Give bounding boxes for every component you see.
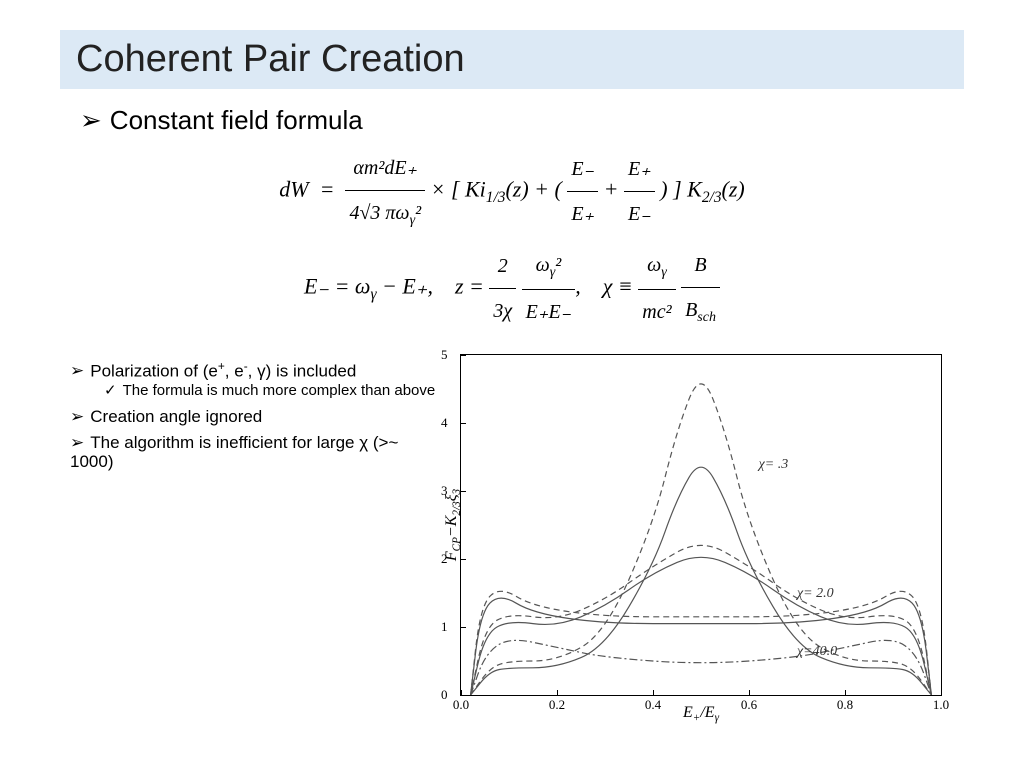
chart-area: FCP−K2/3ξ3 E+/Eγ 0.00.20.40.60.81.001234… (460, 354, 964, 696)
bullet-list: Polarization of (e+, e-, γ) is included … (60, 354, 440, 696)
formula-block: dW = αm²dE₊4√3 πωγ² × [ Ki1/3(z) + ( E₋E… (60, 146, 964, 334)
chart-curves (461, 355, 941, 695)
sub-bullet-complex: The formula is much more complex than ab… (104, 383, 440, 400)
y-tick: 0 (441, 687, 448, 703)
heading-bullet: Constant field formula (80, 105, 964, 136)
x-axis-label: E+/Eγ (683, 704, 719, 724)
chart-annotation: χ=40.0 (797, 644, 837, 660)
x-tick: 0.4 (645, 697, 661, 713)
slide-title: Coherent Pair Creation (60, 30, 964, 89)
x-tick: 0.6 (741, 697, 757, 713)
x-tick: 0.2 (549, 697, 565, 713)
bullet-polarization: Polarization of (e+, e-, γ) is included (70, 360, 440, 381)
curve-chi2-solid (471, 557, 932, 695)
y-tick: 1 (441, 619, 448, 635)
chart-annotation: χ= .3 (759, 457, 789, 473)
y-tick: 3 (441, 483, 448, 499)
curve-chi40-solid (471, 598, 932, 695)
y-tick: 4 (441, 415, 448, 431)
x-tick: 0.8 (837, 697, 853, 713)
x-tick: 0.0 (453, 697, 469, 713)
bullet-angle: Creation angle ignored (70, 407, 440, 427)
curve-chi2-dash (471, 545, 932, 695)
bullet-inefficient: The algorithm is inefficient for large χ… (70, 433, 440, 472)
y-tick: 5 (441, 347, 448, 363)
y-tick: 2 (441, 551, 448, 567)
chart-box: FCP−K2/3ξ3 E+/Eγ 0.00.20.40.60.81.001234… (460, 354, 942, 696)
curve-chi03-dash (471, 383, 932, 694)
x-tick: 1.0 (933, 697, 949, 713)
formula-line-1: dW = αm²dE₊4√3 πωγ² × [ Ki1/3(z) + ( E₋E… (60, 146, 964, 237)
formula-line-2: E₋ = ωγ − E₊, z = 23χ ωγ²E₊E₋, χ ≡ ωγmc²… (60, 243, 964, 334)
chart-annotation: χ= 2.0 (797, 586, 834, 602)
